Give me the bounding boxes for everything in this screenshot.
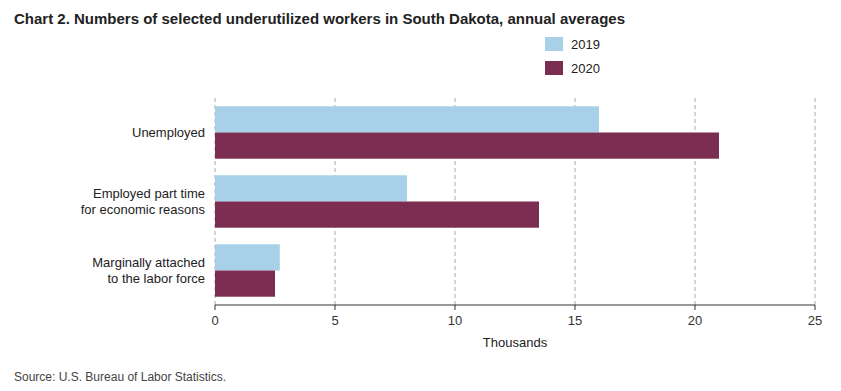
legend-item: 2019 <box>545 37 600 52</box>
tick-label: 20 <box>688 313 702 328</box>
tick-mark <box>575 305 576 310</box>
source-note: Source: U.S. Bureau of Labor Statistics. <box>14 370 226 384</box>
tick-mark <box>215 305 216 310</box>
category-label: Marginally attachedto the labor force <box>92 255 205 286</box>
grid-line <box>815 98 816 305</box>
tick-mark <box>335 305 336 310</box>
tick-mark <box>695 305 696 310</box>
chart: Chart 2. Numbers of selected underutiliz… <box>0 0 841 391</box>
x-axis-label: Thousands <box>483 335 548 350</box>
tick-label: 0 <box>211 313 218 328</box>
bar <box>215 244 280 270</box>
tick-label: 25 <box>808 313 822 328</box>
x-axis-line <box>215 305 815 306</box>
legend-label: 2020 <box>571 61 600 76</box>
bar <box>215 271 275 297</box>
tick-mark <box>455 305 456 310</box>
bar <box>215 133 719 159</box>
bars <box>215 106 719 296</box>
legend-swatch <box>545 61 563 75</box>
tick-label: 15 <box>568 313 582 328</box>
category-label: Unemployed <box>132 125 205 140</box>
grid <box>215 98 815 305</box>
bar <box>215 175 407 201</box>
bar <box>215 202 539 228</box>
legend-label: 2019 <box>571 37 600 52</box>
category-label: Employed part timefor economic reasons <box>81 186 206 217</box>
grid-line <box>695 98 696 305</box>
tick-label: 5 <box>331 313 338 328</box>
title: Chart 2. Numbers of selected underutiliz… <box>14 10 625 27</box>
legend-item: 2020 <box>545 61 600 76</box>
legend-swatch <box>545 37 563 51</box>
tick-mark <box>815 305 816 310</box>
bar <box>215 106 599 132</box>
tick-label: 10 <box>448 313 462 328</box>
